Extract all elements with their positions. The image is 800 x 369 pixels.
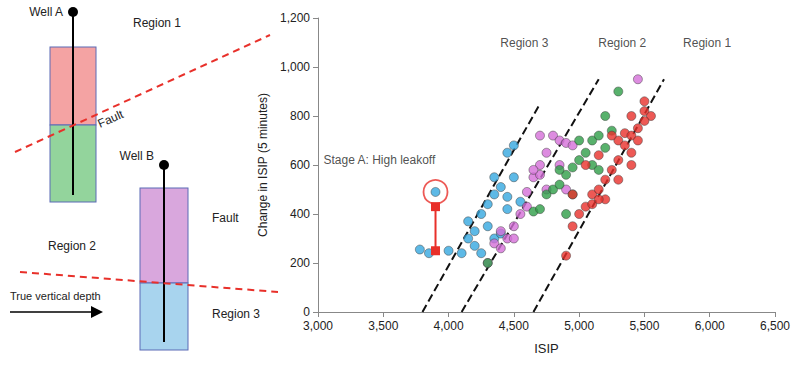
svg-text:6,500: 6,500 <box>760 319 790 333</box>
svg-text:4,000: 4,000 <box>434 319 464 333</box>
svg-text:0: 0 <box>303 305 310 319</box>
svg-text:Region 2: Region 2 <box>598 36 646 50</box>
svg-text:Stage A: High leakoff: Stage A: High leakoff <box>323 153 436 167</box>
svg-text:Region 3: Region 3 <box>500 36 548 50</box>
svg-text:1,200: 1,200 <box>280 11 310 25</box>
svg-text:800: 800 <box>290 109 310 123</box>
svg-text:400: 400 <box>290 207 310 221</box>
svg-text:600: 600 <box>290 158 310 172</box>
svg-text:Region 2: Region 2 <box>48 239 96 253</box>
svg-text:ISIP: ISIP <box>534 341 559 356</box>
svg-text:Region 1: Region 1 <box>683 36 731 50</box>
svg-text:Fault: Fault <box>96 107 127 131</box>
svg-text:Well A: Well A <box>29 5 63 19</box>
svg-text:1,000: 1,000 <box>280 60 310 74</box>
svg-text:200: 200 <box>290 256 310 270</box>
svg-text:Change in ISIP (5 minutes): Change in ISIP (5 minutes) <box>256 93 270 237</box>
svg-text:5,500: 5,500 <box>629 319 659 333</box>
svg-text:3,000: 3,000 <box>303 319 333 333</box>
svg-text:5,000: 5,000 <box>564 319 594 333</box>
svg-text:Fault: Fault <box>212 211 239 225</box>
svg-text:3,500: 3,500 <box>368 319 398 333</box>
svg-text:4,500: 4,500 <box>499 319 529 333</box>
svg-text:Well B: Well B <box>120 149 154 163</box>
svg-text:True vertical depth: True vertical depth <box>10 290 101 302</box>
svg-text:6,000: 6,000 <box>695 319 725 333</box>
svg-text:Region 3: Region 3 <box>212 307 260 321</box>
svg-text:Region 1: Region 1 <box>133 16 181 30</box>
